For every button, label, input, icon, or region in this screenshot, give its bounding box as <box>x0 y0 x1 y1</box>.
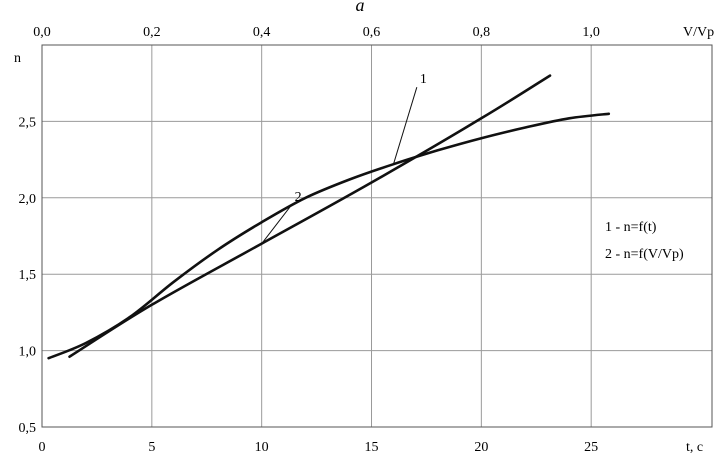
curves <box>47 74 611 360</box>
series-line-1 <box>47 112 611 360</box>
top-x-axis-ticks: 0,0 0,2 0,4 0,6 0,8 1,0 <box>33 25 600 40</box>
y-axis-title: n <box>14 51 21 66</box>
bottom-x-axis-ticks: 0 5 10 15 20 25 <box>39 440 599 455</box>
x-tick-label: 15 <box>365 440 379 455</box>
top-x-tick-label: 0,4 <box>253 25 271 40</box>
legend-entry-2: 2 - n=f(V/Vp) <box>605 247 684 262</box>
curve-label-leader-1 <box>392 87 418 165</box>
curve-label-leader-2 <box>261 204 293 244</box>
x-tick-label: 5 <box>148 440 155 455</box>
curve-label-1: 1 <box>420 72 427 87</box>
x-tick-label: 0 <box>39 440 46 455</box>
series-line-2 <box>68 74 552 358</box>
grid <box>42 45 712 427</box>
top-x-tick-label: 0,2 <box>143 25 161 40</box>
plot-frame <box>41 44 713 428</box>
x-tick-label: 10 <box>255 440 269 455</box>
top-x-tick-label: 0,8 <box>473 25 491 40</box>
x-axis-title: t, c <box>686 440 703 455</box>
y-tick-label: 1,0 <box>19 345 37 360</box>
y-tick-label: 2,0 <box>19 192 37 207</box>
y-axis-ticks: 0,5 1,0 1,5 2,0 2,5 <box>19 115 37 436</box>
curve-labels: 12 <box>261 72 427 244</box>
top-x-tick-label: 0,6 <box>363 25 381 40</box>
x-tick-label: 25 <box>584 440 598 455</box>
top-x-axis-title: V/Vp <box>683 25 714 40</box>
y-tick-label: 1,5 <box>19 268 37 283</box>
top-x-tick-label: 0,0 <box>33 25 51 40</box>
top-x-tick-label: 1,0 <box>582 25 600 40</box>
x-tick-label: 20 <box>474 440 488 455</box>
legend-entry-1: 1 - n=f(t) <box>605 220 657 235</box>
figure-letter: a <box>356 0 365 15</box>
y-tick-label: 2,5 <box>19 115 37 130</box>
y-tick-label: 0,5 <box>19 421 37 436</box>
legend: 1 - n=f(t) 2 - n=f(V/Vp) <box>605 220 684 262</box>
curve-label-2: 2 <box>295 190 302 205</box>
